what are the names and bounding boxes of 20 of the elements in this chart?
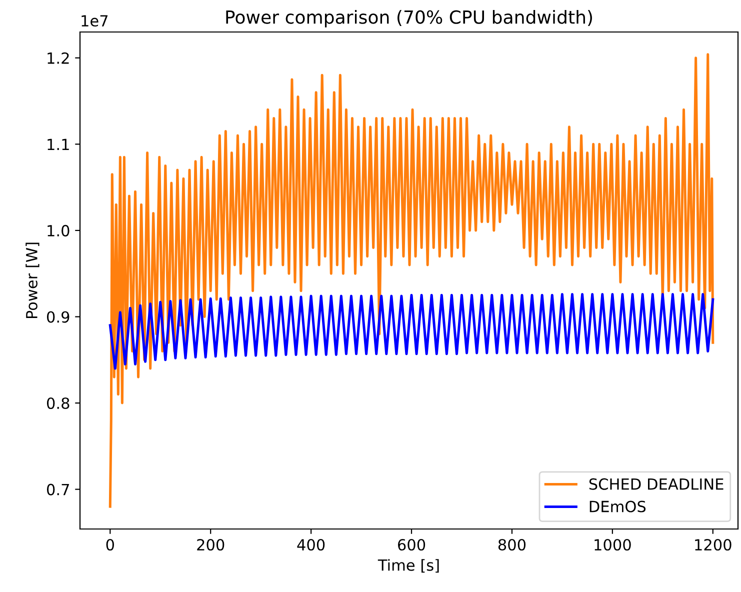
x-tick-label: 200 <box>197 538 224 551</box>
y-tick-label: 1.2 <box>48 52 69 64</box>
x-tick-label: 0 <box>106 538 114 551</box>
x-tick-label: 400 <box>297 538 325 551</box>
chart-title: Power comparison (70% CPU bandwidth) <box>226 10 592 28</box>
legend-label: DEmOS <box>590 500 646 512</box>
x-tick-label: 800 <box>498 538 526 551</box>
y-tick-label: 1.1 <box>48 138 69 150</box>
x-tick-label: 1200 <box>695 538 732 551</box>
y-tick-label: 0.7 <box>46 484 69 496</box>
x-tick-label: 1000 <box>594 538 631 551</box>
y-tick-label: 0.8 <box>46 397 70 410</box>
legend-label: SCHED DEADLINE <box>589 478 724 490</box>
y-axis-title: Power [W] <box>26 242 40 318</box>
line-series <box>108 293 714 370</box>
y-tick-label: 1.0 <box>48 224 70 236</box>
text: 1e7 <box>82 15 108 27</box>
x-tick-label: 600 <box>398 538 426 551</box>
x-axis-title: Time [s] <box>378 559 439 573</box>
y-tick-label: 0.9 <box>46 311 70 323</box>
